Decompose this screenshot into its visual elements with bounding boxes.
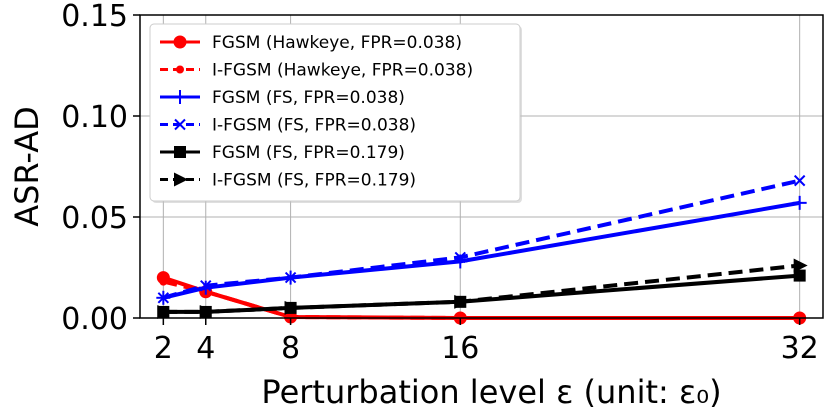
data-point [157,304,172,319]
data-point [200,279,212,292]
x-mark-b [200,279,212,292]
x-mark-b [793,174,806,187]
data-point [793,269,806,282]
legend-label: FGSM (FS, FPR=0.179) [212,143,405,163]
data-point [157,292,170,304]
legend: FGSM (Hawkeye, FPR=0.038) I-FGSM (Hawkeye… [149,23,522,203]
x-tick-label: 8 [281,331,300,366]
legend-marker [176,65,184,74]
legend-label: I-FGSM (FS, FPR=0.179) [212,171,416,191]
legend-entry: I-FGSM (FS, FPR=0.038) [160,116,416,136]
x-tick-label: 32 [781,331,819,366]
legend-marker [173,35,187,49]
data-point [454,294,469,309]
data-point [793,174,806,187]
data-point [793,258,808,273]
y-tick-label: 0.00 [61,302,128,337]
legend-entry: FGSM (FS, FPR=0.179) [160,143,405,163]
legend-entry: FGSM (Hawkeye, FPR=0.038) [160,33,462,53]
x-mark-b [157,292,170,304]
data-point [454,251,466,264]
plot-area-frame [139,14,824,319]
data-point [199,304,214,319]
x-tick-label: 2 [154,331,173,366]
legend-entry: I-FGSM (FS, FPR=0.179) [160,171,416,191]
legend-marker [174,118,186,131]
x-mark-b [174,118,186,131]
legend-label: FGSM (FS, FPR=0.038) [212,88,405,108]
y-tick-label: 0.10 [61,100,128,135]
legend-label: I-FGSM (Hawkeye, FPR=0.038) [212,61,473,81]
series-3 [157,174,806,304]
axis-ticks: 2 4 8 16 32 0.00 0.05 0.10 0.15 [61,0,819,366]
data-point [284,300,299,315]
legend-label: FGSM (Hawkeye, FPR=0.038) [212,33,462,53]
x-axis-label: Perturbation level ε (unit: ε₀) [261,373,721,411]
y-tick-label: 0.15 [61,0,128,34]
x-tick-label: 16 [441,331,479,366]
legend-marker [174,146,186,158]
legend-label: I-FGSM (FS, FPR=0.038) [212,116,416,136]
series-2 [156,195,807,305]
data-point [159,277,168,286]
series-line [163,263,800,314]
x-mark-b [284,271,297,284]
legend-entry: FGSM (FS, FPR=0.038) [160,88,405,108]
series-5 [157,258,808,319]
legend-entry: I-FGSM (Hawkeye, FPR=0.038) [160,61,473,81]
legend-box [149,23,521,202]
x-tick-label: 4 [196,331,215,366]
legend-marker [174,172,188,187]
data-point [284,271,297,284]
data-point [792,195,807,210]
y-tick-label: 0.05 [61,201,128,236]
y-axis-label: ASR-AD [8,106,46,227]
legend-marker [173,90,187,104]
x-mark-b [454,251,466,264]
